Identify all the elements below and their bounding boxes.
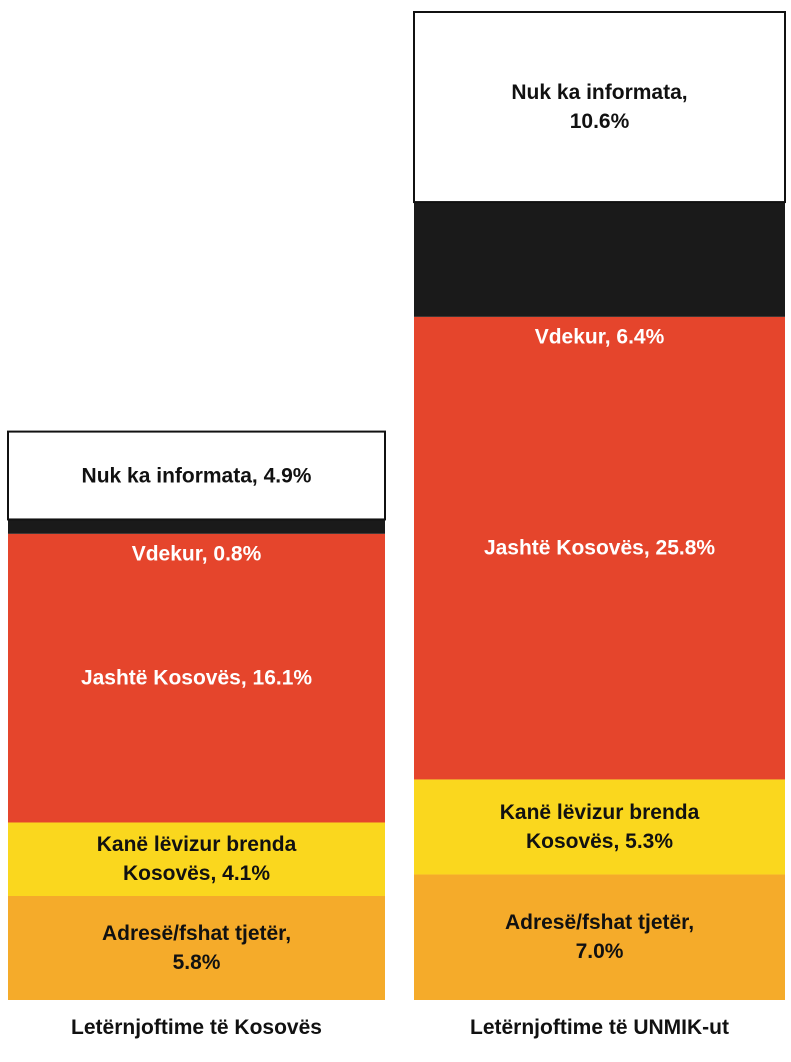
x-category-label: Letërnjoftime të UNMIK-ut bbox=[470, 1016, 729, 1039]
bar-segment bbox=[8, 822, 385, 896]
bar-segment bbox=[8, 896, 385, 1000]
segment-label: Jashtë Kosovës, 25.8% bbox=[483, 536, 716, 560]
bar-segment bbox=[414, 202, 785, 317]
segment-label: Vdekur, 6.4% bbox=[534, 325, 665, 349]
bar-segment bbox=[414, 316, 785, 780]
bar-segment bbox=[7, 430, 386, 521]
segment-label: Jashtë Kosovës, 16.1% bbox=[80, 666, 313, 690]
bar-segment bbox=[414, 874, 785, 1000]
bar-segment bbox=[8, 519, 385, 534]
segment-label: Kanë lëvizur brenda Kosovës, 4.1% bbox=[96, 833, 297, 886]
segment-label: Nuk ka informata, 10.6% bbox=[511, 81, 688, 134]
segment-label: Adresë/fshat tjetër, 7.0% bbox=[504, 911, 695, 964]
segment-label: Nuk ka informata, 4.9% bbox=[81, 464, 312, 488]
segment-label: Adresë/fshat tjetër, 5.8% bbox=[101, 922, 292, 974]
x-category-label: Letërnjoftime të Kosovës bbox=[71, 1016, 322, 1039]
segment-label: Kanë lëvizur brenda Kosovës, 5.3% bbox=[499, 800, 700, 853]
bar-segment bbox=[413, 11, 786, 204]
segment-label: Vdekur, 0.8% bbox=[131, 542, 262, 566]
bar-segment bbox=[414, 779, 785, 875]
bar-segment bbox=[8, 533, 385, 823]
